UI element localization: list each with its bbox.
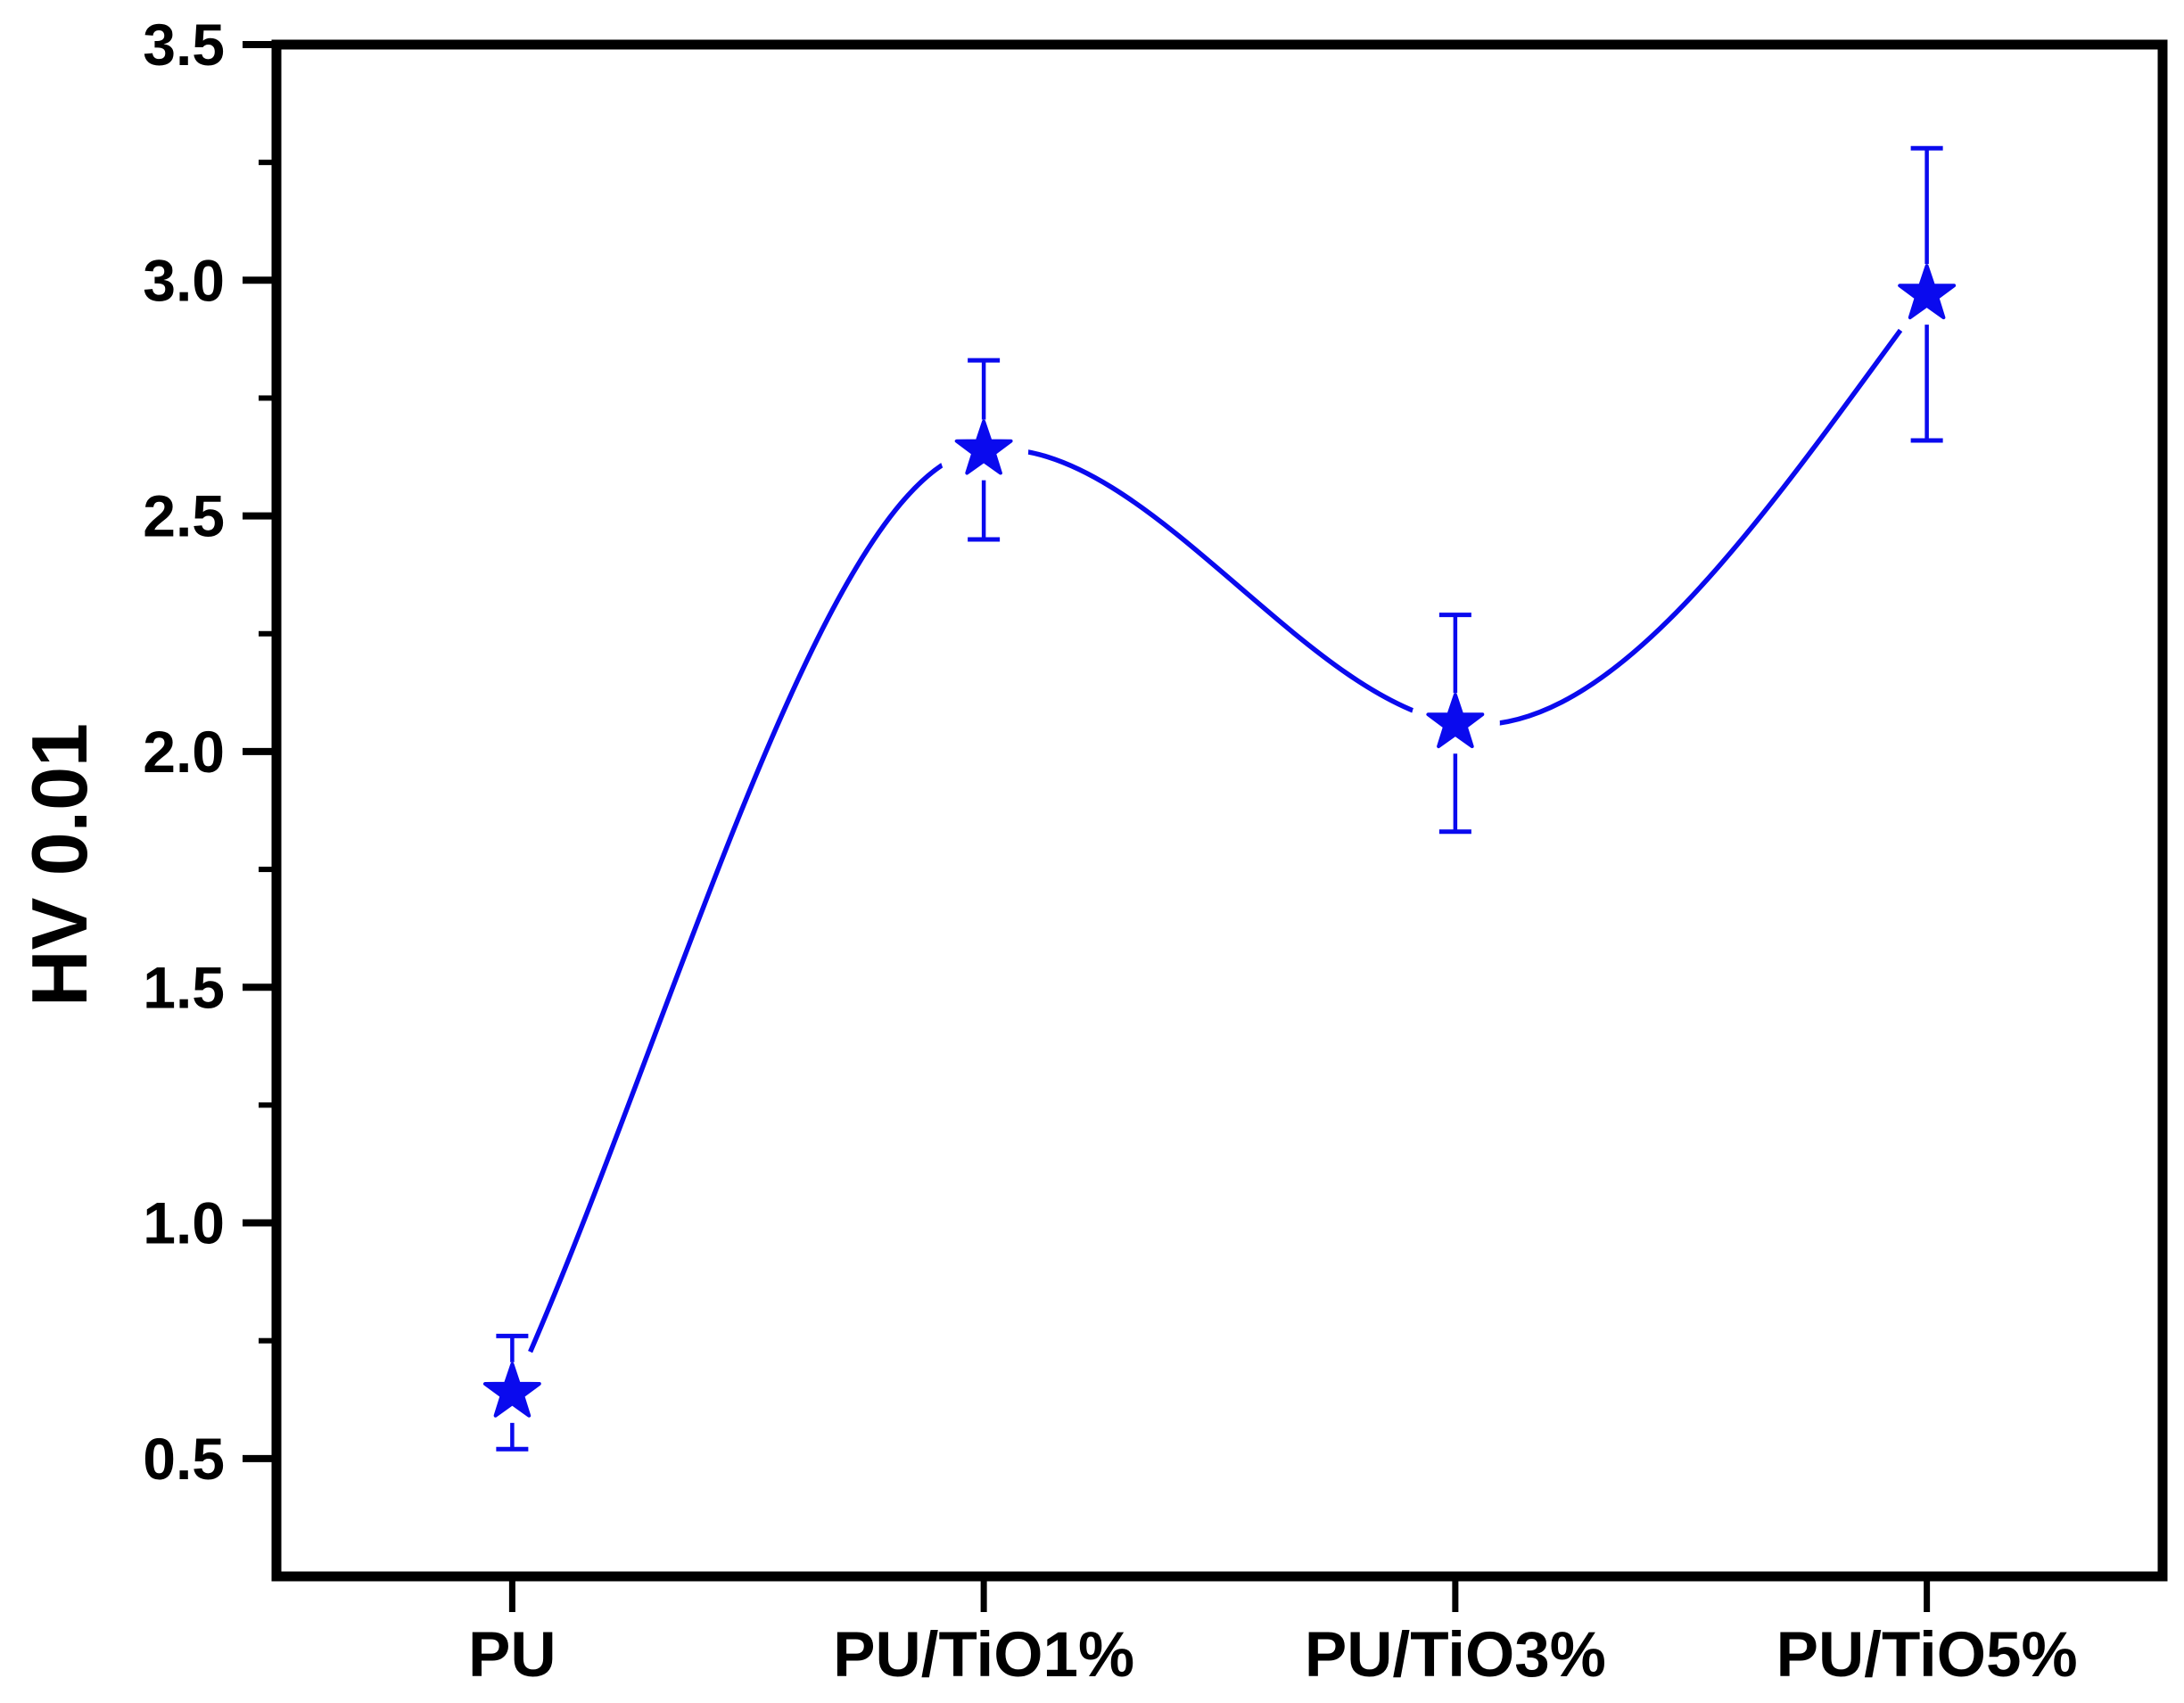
- y-axis-tick-label: 3.5: [143, 12, 225, 78]
- error-bar: [968, 358, 1001, 542]
- y-axis-tick-label: 0.5: [143, 1426, 225, 1492]
- y-axis-tick-label: 3.0: [143, 247, 225, 313]
- axis-layer: 0.5 1.0 1.5 2.0 2.5 3.0 3.5 PU PU/TiO1% PU/TiO3% P…: [143, 12, 2077, 1691]
- plot-frame-layer: [271, 39, 2168, 1582]
- error-bar: [496, 1333, 529, 1452]
- x-axis-tick-label: PU: [468, 1620, 556, 1691]
- y-axis-tick-label: 1.0: [143, 1190, 225, 1256]
- series-layer: [467, 145, 1972, 1452]
- y-axis-title: HV 0.01: [15, 723, 103, 1007]
- plot-frame: [271, 39, 2168, 1582]
- star-marker-icon: [1426, 693, 1485, 749]
- error-bar: [1910, 145, 1943, 443]
- y-axis-tick-label: 2.5: [143, 483, 225, 549]
- series-curve: [509, 292, 1929, 1394]
- x-axis-tick-label: PU/TiO5%: [1776, 1620, 2078, 1691]
- x-axis-tick-label: PU/TiO3%: [1305, 1620, 1606, 1691]
- error-bar: [1438, 613, 1471, 835]
- star-marker-icon: [482, 1362, 541, 1418]
- y-axis-tick-label: 1.5: [143, 954, 225, 1020]
- star-marker-icon: [954, 419, 1013, 475]
- x-axis-tick-label: PU/TiO1%: [833, 1620, 1134, 1691]
- y-axis-tick-label: 2.0: [143, 719, 225, 785]
- star-marker-icon: [1898, 264, 1957, 320]
